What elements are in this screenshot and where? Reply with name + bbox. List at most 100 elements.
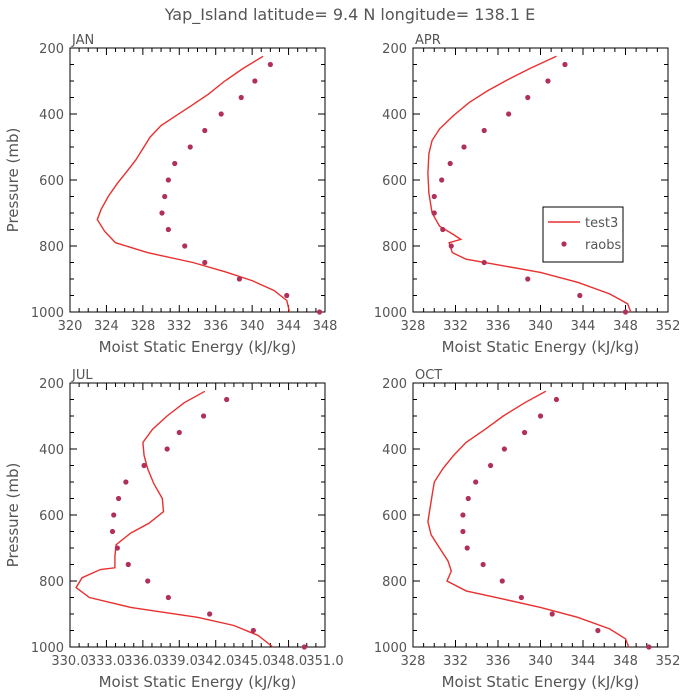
figure-title: Yap_Island latitude= 9.4 N longitude= 13… xyxy=(164,5,536,25)
x-tick-label: 340 xyxy=(528,319,553,334)
x-tick-label: 330.0 xyxy=(51,654,88,669)
x-tick-label: 328 xyxy=(401,319,426,334)
raobs-point xyxy=(316,309,323,315)
raobs-point xyxy=(224,396,230,403)
raobs-point xyxy=(284,292,290,299)
x-tick-label: 345.0 xyxy=(234,654,271,669)
x-tick-label: 342.0 xyxy=(197,654,234,669)
x-tick-label: 348 xyxy=(613,654,638,669)
raobs-point xyxy=(238,94,244,101)
raobs-point xyxy=(123,479,129,485)
y-tick-label: 600 xyxy=(39,509,64,524)
x-axis-label: Moist Static Energy (kJ/kg) xyxy=(99,338,297,356)
raobs-point xyxy=(182,243,188,249)
raobs-point xyxy=(431,210,437,216)
x-tick-label: 336 xyxy=(486,319,511,334)
raobs-point xyxy=(481,127,487,134)
y-tick-label: 800 xyxy=(39,240,64,255)
raobs-point xyxy=(487,462,494,469)
x-tick-label: 351.0 xyxy=(306,654,343,669)
x-axis-label: Moist Static Energy (kJ/kg) xyxy=(442,338,640,356)
raobs-point xyxy=(162,193,168,200)
y-tick-label: 1000 xyxy=(31,641,64,656)
raobs-point xyxy=(252,78,258,84)
raobs-point xyxy=(236,276,242,282)
raobs-point xyxy=(461,144,467,150)
legend: test3 raobs xyxy=(542,206,624,263)
x-tick-label: 344 xyxy=(571,654,596,669)
raobs-point xyxy=(176,429,182,436)
x-tick-label: 352 xyxy=(656,654,681,669)
raobs-point xyxy=(480,561,486,568)
x-tick-label: 336 xyxy=(203,319,228,334)
raobs-point xyxy=(499,578,505,584)
y-tick-label: 800 xyxy=(382,240,407,255)
raobs-point xyxy=(577,292,583,299)
x-tick-label: 352 xyxy=(656,319,681,334)
raobs-point xyxy=(549,611,555,617)
raobs-point xyxy=(447,160,453,167)
panel-apr: 328 332 336 340 344 348 352 200 400 600 800 1000 APR… xyxy=(374,33,681,356)
raobs-point xyxy=(200,413,207,419)
legend-dot-swatch xyxy=(561,241,567,247)
x-tick-label: 328 xyxy=(401,654,426,669)
raobs-point xyxy=(448,243,454,249)
raobs-point xyxy=(109,528,116,535)
y-axis-label: Pressure (mb) xyxy=(4,128,22,233)
raobs-point xyxy=(207,611,213,617)
y-tick-label: 1000 xyxy=(374,641,407,656)
y-tick-label: 800 xyxy=(39,575,64,590)
y-tick-label: 200 xyxy=(39,42,64,57)
raobs-point xyxy=(114,545,120,551)
raobs-point xyxy=(464,545,470,551)
raobs-point xyxy=(164,446,170,452)
x-tick-label: 339.0 xyxy=(161,654,198,669)
x-tick-label: 340 xyxy=(528,654,553,669)
x-tick-label: 328 xyxy=(130,319,155,334)
raobs-point xyxy=(431,193,437,200)
x-tick-label: 336.0 xyxy=(124,654,161,669)
panel-jul: 330.0 333.0 336.0 339.0 342.0 345.0 348.0 351.0… xyxy=(4,368,344,691)
series-line-test3 xyxy=(427,55,632,313)
y-tick-label: 400 xyxy=(382,443,407,458)
y-axis-label: Pressure (mb) xyxy=(4,463,22,568)
x-tick-label: 333.0 xyxy=(88,654,125,669)
raobs-point xyxy=(465,495,471,502)
x-tick-label: 332 xyxy=(443,319,468,334)
x-tick-label: 320 xyxy=(58,319,83,334)
panels: 320 324 328 332 336 340 344 348 200 400 600 800 1000… xyxy=(4,33,680,691)
y-tick-label: 400 xyxy=(382,108,407,123)
y-tick-label: 600 xyxy=(382,174,407,189)
series-line-test3 xyxy=(427,390,630,648)
raobs-point xyxy=(165,226,171,233)
raobs-point xyxy=(595,627,601,634)
plot-frame xyxy=(69,47,326,313)
panel-jan: 320 324 328 332 336 340 344 348 200 400 600 800 1000… xyxy=(4,33,337,356)
raobs-point xyxy=(301,644,307,650)
y-tick-label: 200 xyxy=(382,377,407,392)
raobs-point xyxy=(440,226,446,233)
raobs-point xyxy=(267,61,273,68)
x-axis-label: Moist Static Energy (kJ/kg) xyxy=(99,673,297,691)
raobs-point xyxy=(525,276,531,282)
legend-box xyxy=(542,206,624,263)
raobs-point xyxy=(537,413,544,419)
y-tick-label: 400 xyxy=(39,443,64,458)
plot-frame xyxy=(69,382,326,648)
x-axis-label: Moist Static Energy (kJ/kg) xyxy=(442,673,640,691)
raobs-point xyxy=(202,127,208,134)
raobs-point xyxy=(172,160,178,167)
raobs-point xyxy=(646,644,652,650)
raobs-point xyxy=(545,78,551,84)
y-tick-label: 400 xyxy=(39,108,64,123)
raobs-point xyxy=(553,396,560,403)
x-tick-label: 336 xyxy=(486,654,511,669)
y-tick-label: 200 xyxy=(382,42,407,57)
x-tick-label: 332 xyxy=(167,319,192,334)
raobs-point xyxy=(250,627,256,634)
raobs-point xyxy=(473,479,479,485)
raobs-point xyxy=(460,528,466,535)
panel-title: JUL xyxy=(71,368,93,383)
y-tick-label: 600 xyxy=(39,174,64,189)
